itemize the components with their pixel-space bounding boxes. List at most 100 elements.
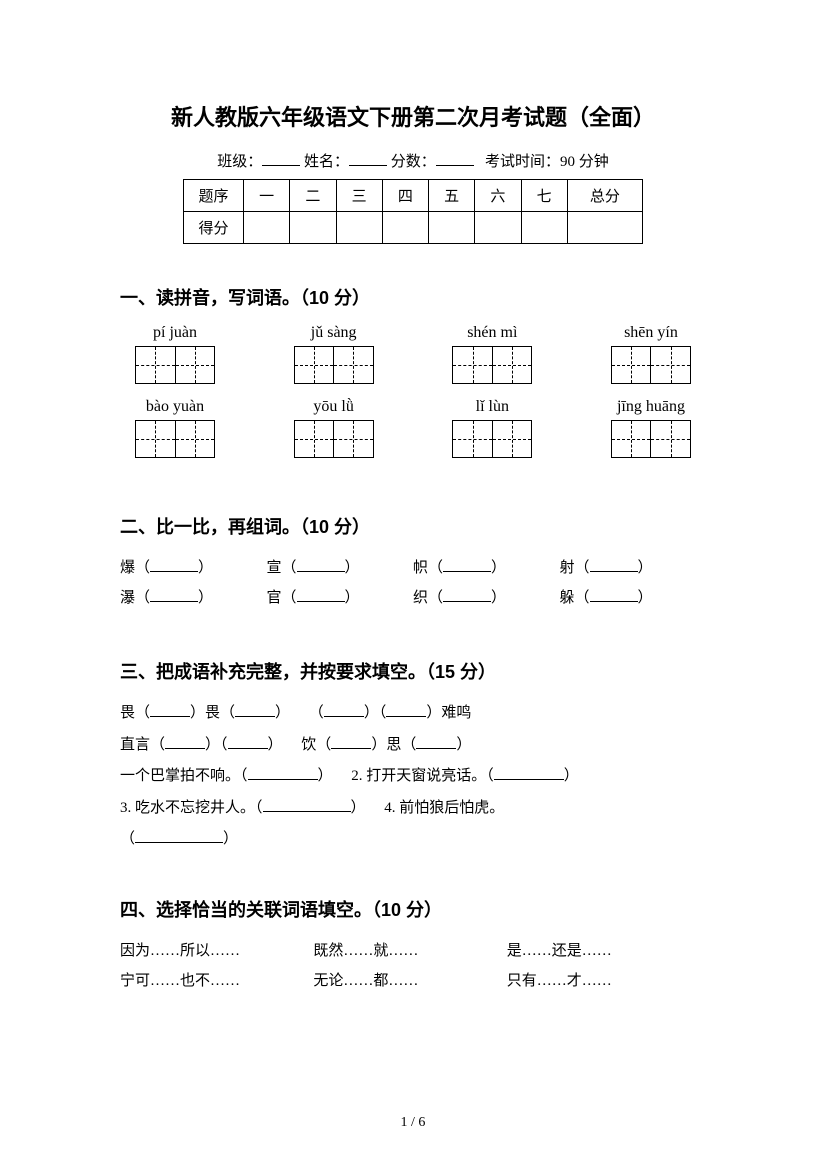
pinyin-label: shén mì (437, 324, 547, 342)
meta-line: 班级： 姓名： 分数： 考试时间：90 分钟 (120, 150, 706, 171)
text: ）思（ (371, 737, 416, 753)
section-2-head: 二、比一比，再组词。（10 分） (120, 513, 706, 539)
pinyin-item: shén mì (437, 324, 547, 384)
text: ） (351, 800, 366, 816)
pinyin-row: pí juàn jǔ sàng shén mì shēn yín (120, 324, 706, 384)
table-row: 题序 一 二 三 四 五 六 七 总分 (184, 180, 643, 212)
pinyin-label: bào yuàn (120, 398, 230, 416)
char-box[interactable] (452, 346, 532, 384)
conj-item: 是……还是…… (507, 936, 700, 966)
name-blank[interactable] (349, 151, 387, 166)
char: 躲 (560, 590, 575, 606)
fill-blank[interactable] (228, 734, 268, 749)
text: ）（ (364, 705, 387, 721)
fill-blank[interactable] (297, 557, 345, 572)
th-1: 一 (244, 180, 290, 212)
class-label: 班级： (217, 154, 262, 170)
conj-item: 只有……才…… (507, 966, 700, 996)
text: ） (564, 768, 579, 784)
score-blank[interactable] (436, 151, 474, 166)
text: ） (456, 737, 471, 753)
char: 瀑 (120, 590, 135, 606)
char-box[interactable] (611, 420, 691, 458)
fill-blank[interactable] (297, 587, 345, 602)
fill-blank[interactable] (135, 828, 223, 843)
fill-blank[interactable] (590, 557, 638, 572)
score-cell[interactable] (290, 212, 336, 244)
fill-blank[interactable] (150, 557, 198, 572)
compare-item: 爆（） (120, 553, 267, 583)
fill-blank[interactable] (248, 765, 318, 780)
pinyin-item: bào yuàn (120, 398, 230, 458)
compare-item: 射（） (560, 553, 707, 583)
pinyin-label: jǔ sàng (279, 324, 389, 342)
text: （ (309, 705, 324, 721)
char-box[interactable] (294, 420, 374, 458)
char-box[interactable] (452, 420, 532, 458)
fill-blank[interactable] (263, 797, 351, 812)
section-4-head: 四、选择恰当的关联词语填空。（10 分） (120, 896, 706, 922)
char: 官 (267, 590, 282, 606)
char-box[interactable] (135, 420, 215, 458)
compare-item: 官（） (267, 583, 414, 613)
pinyin-row: bào yuàn yōu lǜ lǐ lùn jīng huāng (120, 398, 706, 458)
conj-item: 既然……就…… (313, 936, 506, 966)
char: 织 (413, 590, 428, 606)
compare-item: 织（） (413, 583, 560, 613)
score-table: 题序 一 二 三 四 五 六 七 总分 得分 (183, 179, 643, 244)
char-box[interactable] (135, 346, 215, 384)
conj-item: 宁可……也不…… (120, 966, 313, 996)
conj-row: 因为……所以…… 既然……就…… 是……还是…… (120, 936, 706, 966)
pinyin-item: yōu lǜ (279, 398, 389, 458)
pinyin-label: shēn yín (596, 324, 706, 342)
time-label: 考试时间：90 分钟 (485, 154, 609, 170)
conj-item: 因为……所以…… (120, 936, 313, 966)
idiom-block: 畏（）畏（） （）（）难鸣 直言（）（） 饮（）思（） 一个巴掌拍不响。（） 2… (120, 698, 706, 856)
idiom-line: 3. 吃水不忘挖井人。（） 4. 前怕狼后怕虎。 (120, 793, 706, 825)
fill-blank[interactable] (235, 702, 275, 717)
idiom-line: 直言（）（） 饮（）思（） (120, 730, 706, 762)
compare-item: 躲（） (560, 583, 707, 613)
conj-block: 因为……所以…… 既然……就…… 是……还是…… 宁可……也不…… 无论……都…… (120, 936, 706, 996)
fill-blank[interactable] (494, 765, 564, 780)
score-cell[interactable] (567, 212, 642, 244)
text: ） (318, 768, 333, 784)
char-box[interactable] (611, 346, 691, 384)
text: 饮（ (301, 737, 331, 753)
score-cell[interactable] (382, 212, 428, 244)
score-cell[interactable] (336, 212, 382, 244)
fill-blank[interactable] (165, 734, 205, 749)
text: ）（ (205, 737, 228, 753)
pinyin-item: pí juàn (120, 324, 230, 384)
page-number: 1 / 6 (0, 1115, 826, 1131)
fill-blank[interactable] (386, 702, 426, 717)
fill-blank[interactable] (416, 734, 456, 749)
text: ）难鸣 (426, 705, 471, 721)
fill-blank[interactable] (150, 702, 190, 717)
td-score-label: 得分 (184, 212, 244, 244)
score-cell[interactable] (475, 212, 521, 244)
fill-blank[interactable] (331, 734, 371, 749)
fill-blank[interactable] (443, 587, 491, 602)
text: ）畏（ (190, 705, 235, 721)
fill-blank[interactable] (443, 557, 491, 572)
score-cell[interactable] (521, 212, 567, 244)
section-1-head: 一、读拼音，写词语。（10 分） (120, 284, 706, 310)
char: 帜 (413, 560, 428, 576)
th-4: 四 (382, 180, 428, 212)
score-label: 分数： (391, 154, 436, 170)
score-cell[interactable] (244, 212, 290, 244)
idiom-line: 畏（）畏（） （）（）难鸣 (120, 698, 706, 730)
fill-blank[interactable] (590, 587, 638, 602)
compare-row: 爆（） 宣（） 帜（） 射（） 瀑（） 官（） 织（） 躲（） (120, 553, 706, 613)
char-box[interactable] (294, 346, 374, 384)
idiom-line: 一个巴掌拍不响。（） 2. 打开天窗说亮话。（） (120, 761, 706, 793)
th-total: 总分 (567, 180, 642, 212)
score-cell[interactable] (429, 212, 475, 244)
text: 4. 前怕狼后怕虎。 (384, 800, 504, 816)
fill-blank[interactable] (150, 587, 198, 602)
class-blank[interactable] (262, 151, 300, 166)
fill-blank[interactable] (324, 702, 364, 717)
pinyin-item: lǐ lùn (437, 398, 547, 458)
pinyin-label: lǐ lùn (437, 398, 547, 416)
